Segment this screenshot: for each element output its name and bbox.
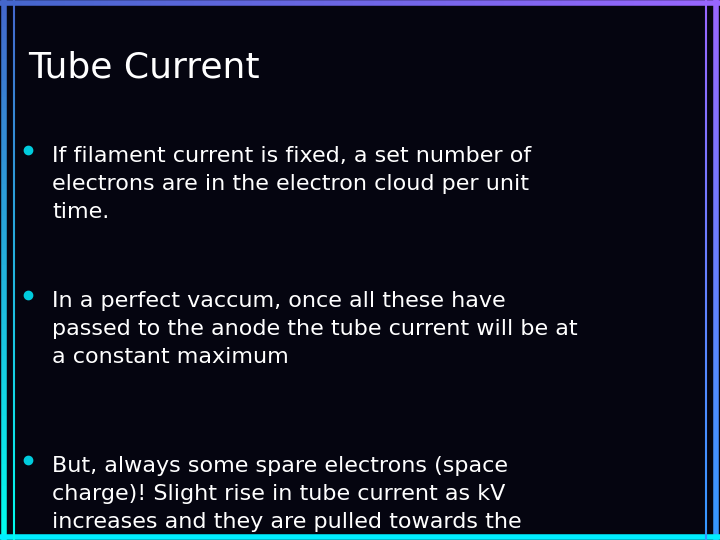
Text: But, always some spare electrons (space
charge)! Slight rise in tube current as : But, always some spare electrons (space … xyxy=(52,456,521,540)
Text: If filament current is fixed, a set number of
electrons are in the electron clou: If filament current is fixed, a set numb… xyxy=(52,146,531,222)
Text: In a perfect vaccum, once all these have
passed to the anode the tube current wi: In a perfect vaccum, once all these have… xyxy=(52,291,577,367)
Text: Tube Current: Tube Current xyxy=(28,50,260,84)
